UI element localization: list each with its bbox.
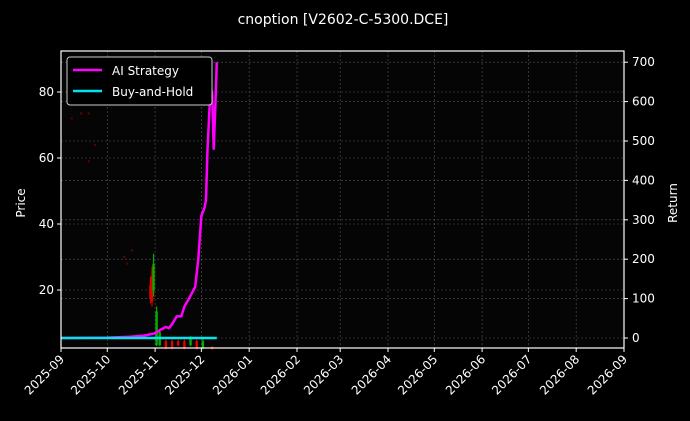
x-tick-label: 2026-09 (585, 352, 630, 397)
x-axis: 2025-09 2025-10 2025-11 2025-12 2026-01 2026-… (22, 348, 630, 398)
x-tick-label: 2026-06 (443, 352, 488, 397)
y2-tick-label: 300 (632, 213, 655, 227)
chart-title: cnoption [V2602-C-5300.DCE] (238, 12, 449, 28)
x-tick-label: 2026-01 (210, 352, 255, 397)
y-axis-right: 0 100 200 300 400 500 600 700 (624, 55, 655, 345)
y2-tick-label: 500 (632, 134, 655, 148)
x-tick-label: 2025-09 (22, 352, 67, 397)
x-tick-label: 2025-11 (116, 352, 161, 397)
y-tick-label: 40 (39, 217, 54, 231)
x-tick-label: 2026-03 (301, 352, 346, 397)
y2-tick-label: 0 (632, 331, 640, 345)
plot-frame (60, 50, 625, 349)
legend-label-buy-and-hold: Buy-and-Hold (112, 85, 193, 99)
y2-axis-label: Return (666, 183, 680, 223)
y2-tick-label: 100 (632, 292, 655, 306)
legend-box (66, 56, 213, 106)
y-tick-label: 80 (39, 85, 54, 99)
y2-tick-label: 700 (632, 55, 655, 69)
x-tick-label: 2026-08 (537, 352, 582, 397)
y-axis-left: 20 40 60 80 (39, 85, 61, 297)
x-tick-label: 2025-12 (162, 352, 207, 397)
y2-tick-label: 400 (632, 173, 655, 187)
legend: AI Strategy Buy-and-Hold (66, 56, 213, 106)
y2-tick-label: 200 (632, 252, 655, 266)
y-tick-label: 60 (39, 151, 54, 165)
y2-tick-label: 600 (632, 95, 655, 109)
legend-label-ai-strategy: AI Strategy (112, 64, 179, 78)
x-tick-label: 2026-07 (489, 352, 534, 397)
y-axis-label: Price (14, 188, 28, 217)
x-tick-label: 2026-04 (349, 352, 394, 397)
x-tick-label: 2025-10 (68, 352, 113, 397)
x-tick-label: 2026-02 (258, 352, 303, 397)
x-tick-label: 2026-05 (395, 352, 440, 397)
y-tick-label: 20 (39, 283, 54, 297)
